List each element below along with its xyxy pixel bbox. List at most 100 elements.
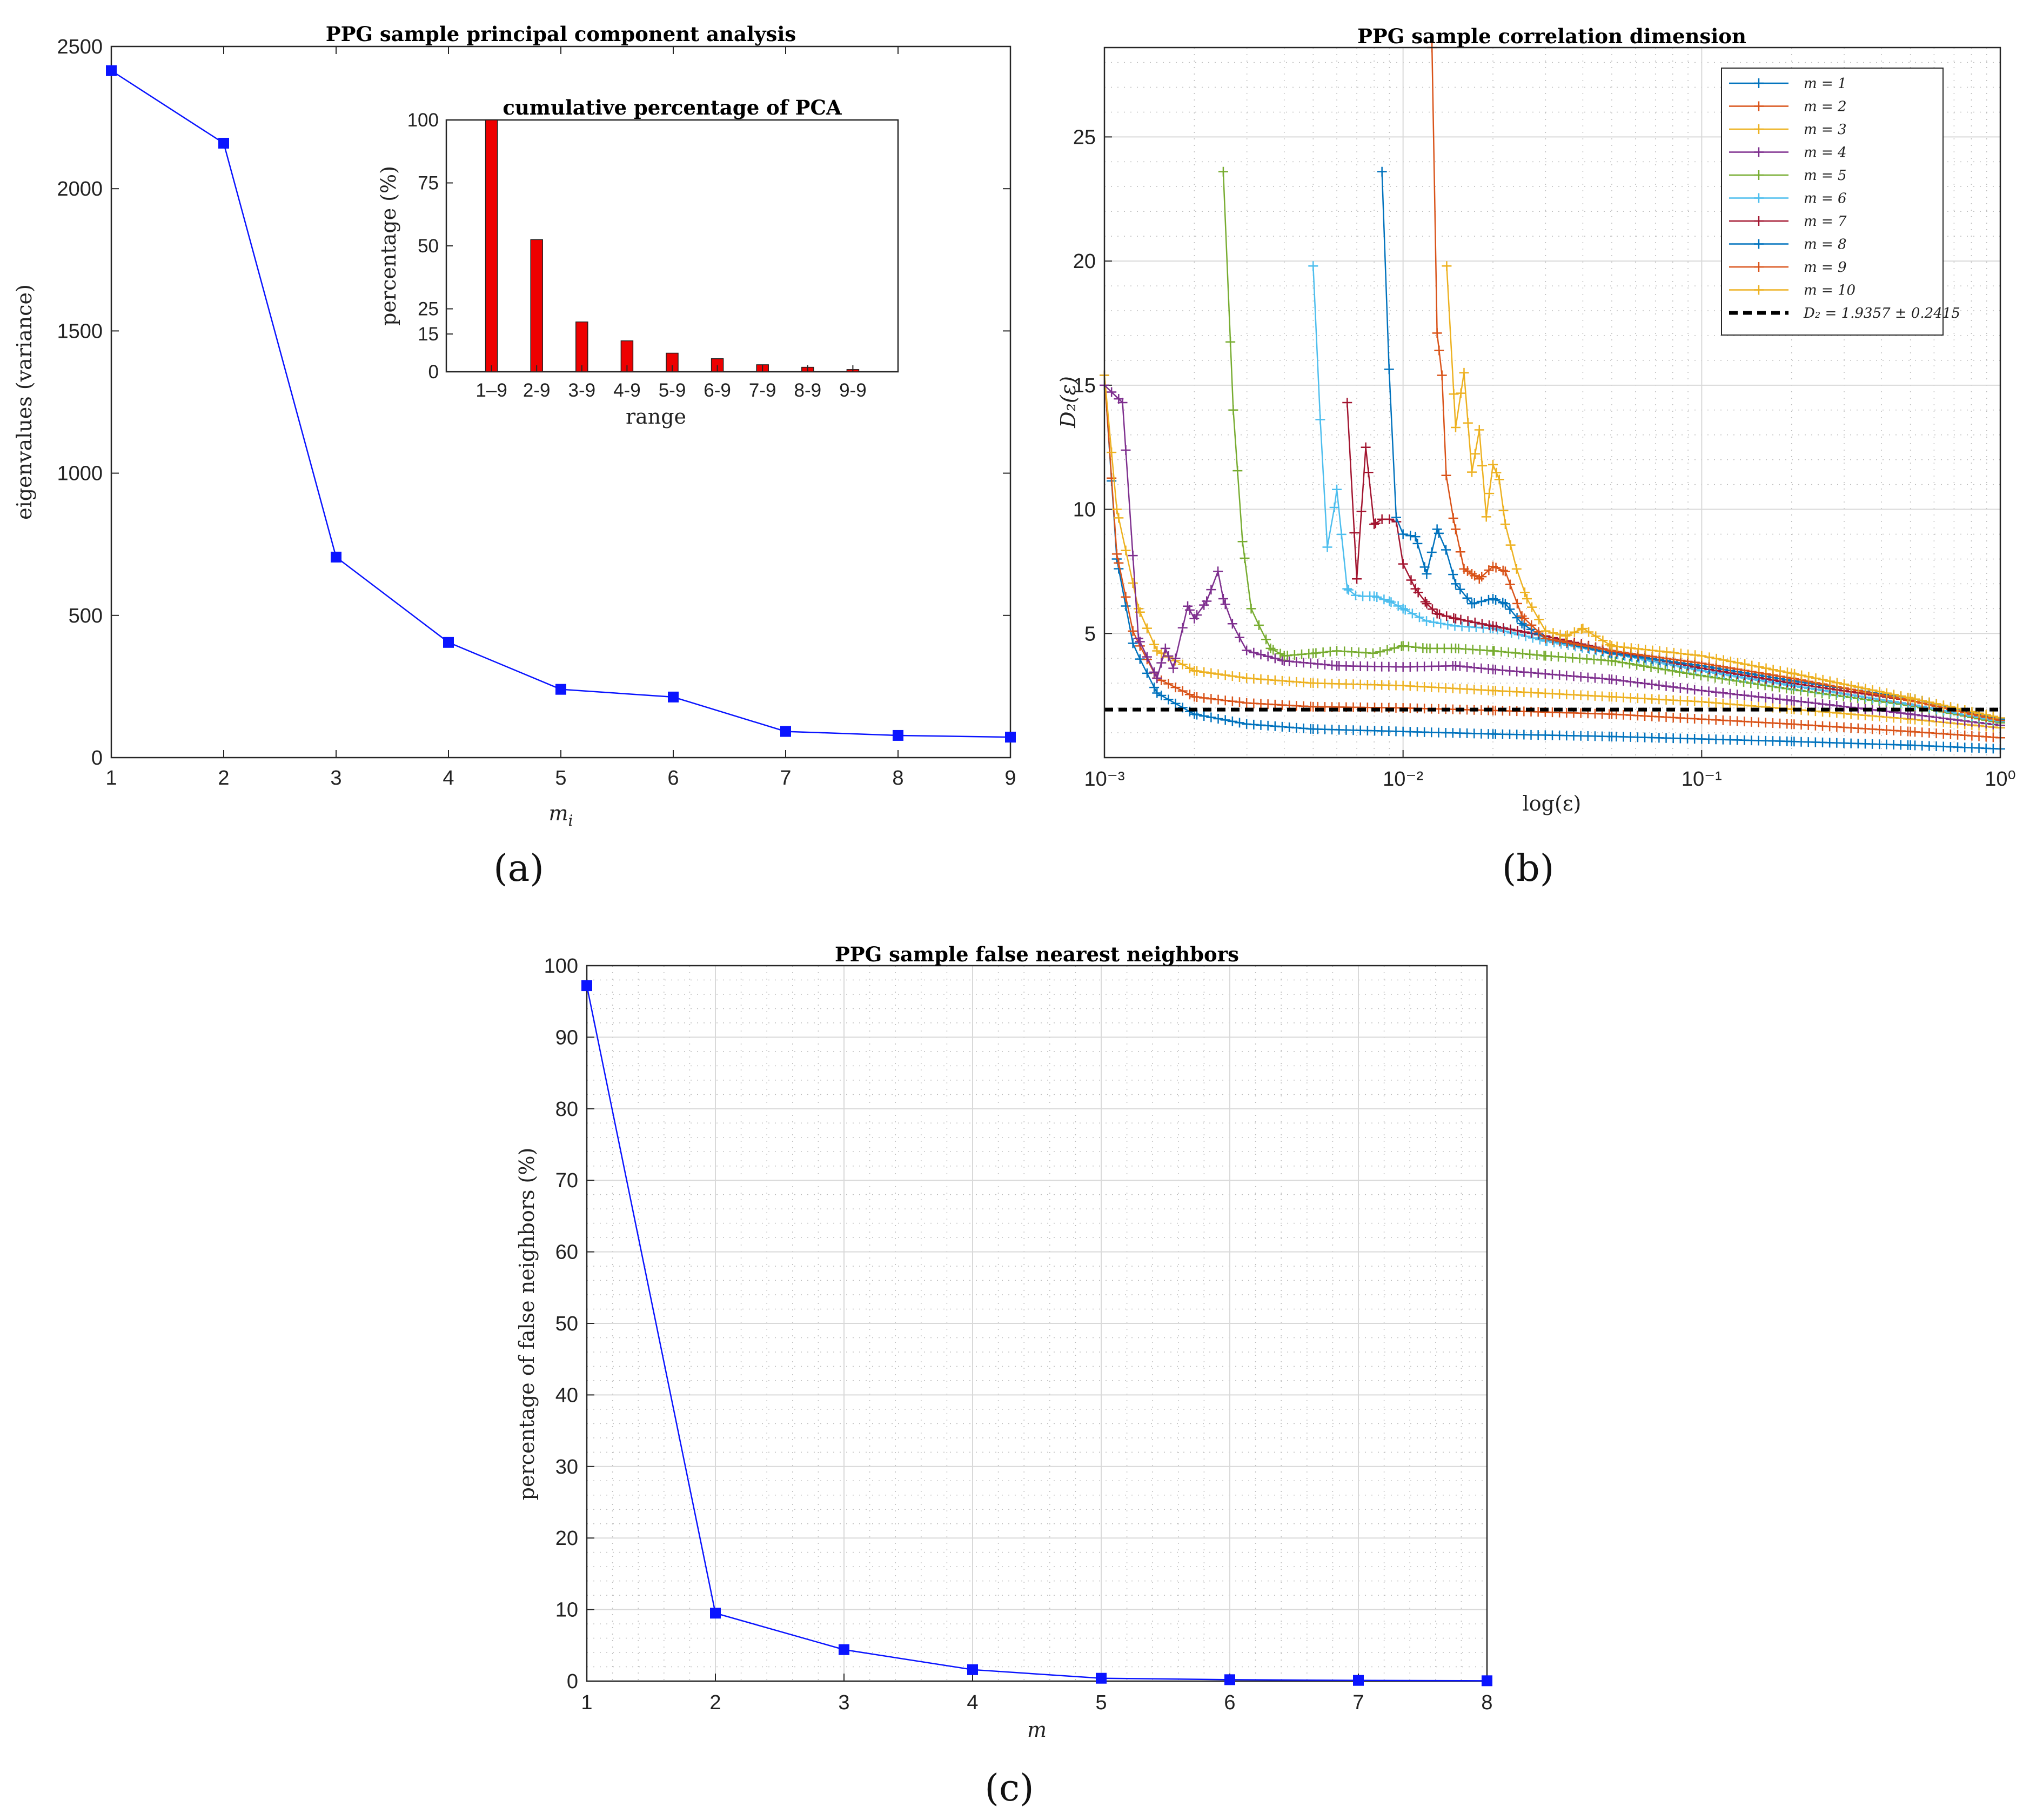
plus-marker	[1419, 562, 1430, 572]
plus-marker	[1455, 661, 1465, 671]
plus-marker	[1184, 605, 1195, 615]
fnn-line	[586, 985, 1488, 1682]
x-tick-label: 2	[709, 1691, 721, 1714]
plus-marker	[1406, 575, 1416, 585]
plus-marker	[1111, 504, 1122, 514]
plus-marker	[1456, 614, 1466, 625]
plus-marker	[1474, 425, 1484, 435]
plus-marker	[1711, 653, 1721, 664]
plus-marker	[1625, 677, 1636, 687]
plus-marker	[1867, 685, 1878, 695]
chart-c-x-ticks: 1 2 3 4 5 6 7 8	[581, 1674, 1493, 1714]
plus-marker	[1522, 593, 1532, 604]
plus-marker	[1218, 166, 1228, 177]
plus-marker	[1767, 693, 1778, 704]
plus-marker	[1429, 617, 1439, 627]
plus-marker	[1261, 634, 1271, 645]
plus-marker	[1206, 712, 1216, 722]
inset-x-tick-label: 9-9	[839, 380, 867, 401]
plus-marker	[1512, 613, 1522, 623]
inset-y-tick-label: 15	[418, 324, 439, 345]
plus-marker	[1352, 574, 1362, 584]
plus-marker	[1725, 688, 1735, 699]
plus-marker	[1449, 389, 1459, 399]
plus-marker	[1170, 653, 1181, 664]
plus-marker	[1336, 529, 1347, 539]
plus-marker	[1760, 693, 1771, 703]
plus-marker	[1114, 558, 1124, 568]
y-tick-label: 100	[544, 955, 578, 978]
plus-marker	[1177, 623, 1188, 633]
chart-a-ylabel: eigenvalues (variance)	[12, 284, 36, 520]
chart-b-xlabel: log(ε)	[1523, 792, 1582, 815]
plus-marker	[1184, 663, 1195, 673]
plus-marker	[1436, 618, 1446, 628]
plus-marker	[1432, 524, 1442, 534]
data-point-8	[893, 730, 903, 741]
plus-marker	[1422, 616, 1432, 626]
inset-y-tick-label: 50	[418, 236, 439, 257]
chart-a-inset: cumulative percentage of PCA percentage …	[377, 96, 899, 429]
x-tick-label: 1	[105, 767, 117, 789]
chart-b-legend: m = 1 m = 2 m = 3 m = 4 m = 5 m = 6 m = 7 m = 8…	[1721, 68, 1960, 336]
plus-marker	[1888, 690, 1899, 700]
plus-marker	[1202, 596, 1212, 606]
chart-b: PPG sample correlation dimension 10⁻³ 10⁻…	[1056, 24, 2016, 890]
y-tick-label: 2500	[57, 36, 103, 58]
plus-marker	[1413, 587, 1423, 598]
plus-marker	[1363, 467, 1374, 478]
data-point-1	[581, 980, 592, 992]
plus-marker	[1704, 652, 1714, 663]
plus-marker	[1142, 652, 1152, 662]
plus-marker	[1491, 563, 1501, 573]
plus-marker	[1660, 665, 1670, 675]
plus-marker	[1427, 604, 1437, 614]
x-tick-label: 3	[330, 767, 341, 789]
plus-marker	[1696, 671, 1706, 681]
plus-marker	[1469, 598, 1479, 608]
plus-marker	[1491, 595, 1501, 605]
plus-marker	[1562, 630, 1572, 640]
plus-marker	[1470, 449, 1480, 459]
data-point-9	[1005, 732, 1016, 743]
plus-marker	[1533, 627, 1544, 637]
plus-marker	[1491, 467, 1502, 478]
plus-marker	[1152, 673, 1162, 683]
series-m-4	[1100, 380, 2005, 731]
plus-marker	[1232, 466, 1243, 476]
plus-marker	[1107, 473, 1117, 483]
plus-marker	[1343, 585, 1354, 595]
plus-marker	[1710, 673, 1720, 683]
plus-marker	[1268, 645, 1278, 655]
plus-marker	[1128, 638, 1138, 648]
chart-c-grid	[586, 965, 1488, 1682]
x-tick-label: 4	[443, 767, 454, 789]
plus-marker	[1462, 593, 1472, 603]
chart-c-y-ticks: 0 10 20 30 40 50 60 70 80 90 100	[544, 955, 594, 1693]
plus-marker	[1498, 623, 1509, 633]
inset-x-tick-label: 6-9	[704, 380, 731, 401]
plus-marker	[1747, 660, 1757, 671]
plus-marker	[1477, 572, 1487, 582]
plus-marker	[1881, 688, 1892, 698]
inset-y-tick-label: 0	[428, 362, 439, 383]
data-point-5	[1096, 1672, 1107, 1684]
legend-marker	[1754, 285, 1764, 295]
inset-title: cumulative percentage of PCA	[503, 96, 842, 119]
plus-marker	[1590, 643, 1600, 653]
plus-marker	[1220, 695, 1230, 706]
plus-marker	[1459, 367, 1469, 378]
plus-marker	[1667, 666, 1678, 676]
x-tick-label: 3	[838, 1691, 849, 1714]
plus-marker	[1434, 345, 1444, 356]
plus-marker	[1168, 663, 1178, 673]
plus-marker	[1724, 675, 1734, 685]
plus-marker	[1111, 549, 1122, 559]
plus-marker	[1560, 631, 1571, 641]
chart-b-series	[1100, 43, 2005, 754]
y-tick-label: 20	[1073, 250, 1096, 273]
plus-marker	[1128, 578, 1138, 588]
plus-marker	[1213, 694, 1223, 705]
inset-axes-box	[445, 119, 899, 373]
plus-marker	[1386, 597, 1396, 607]
